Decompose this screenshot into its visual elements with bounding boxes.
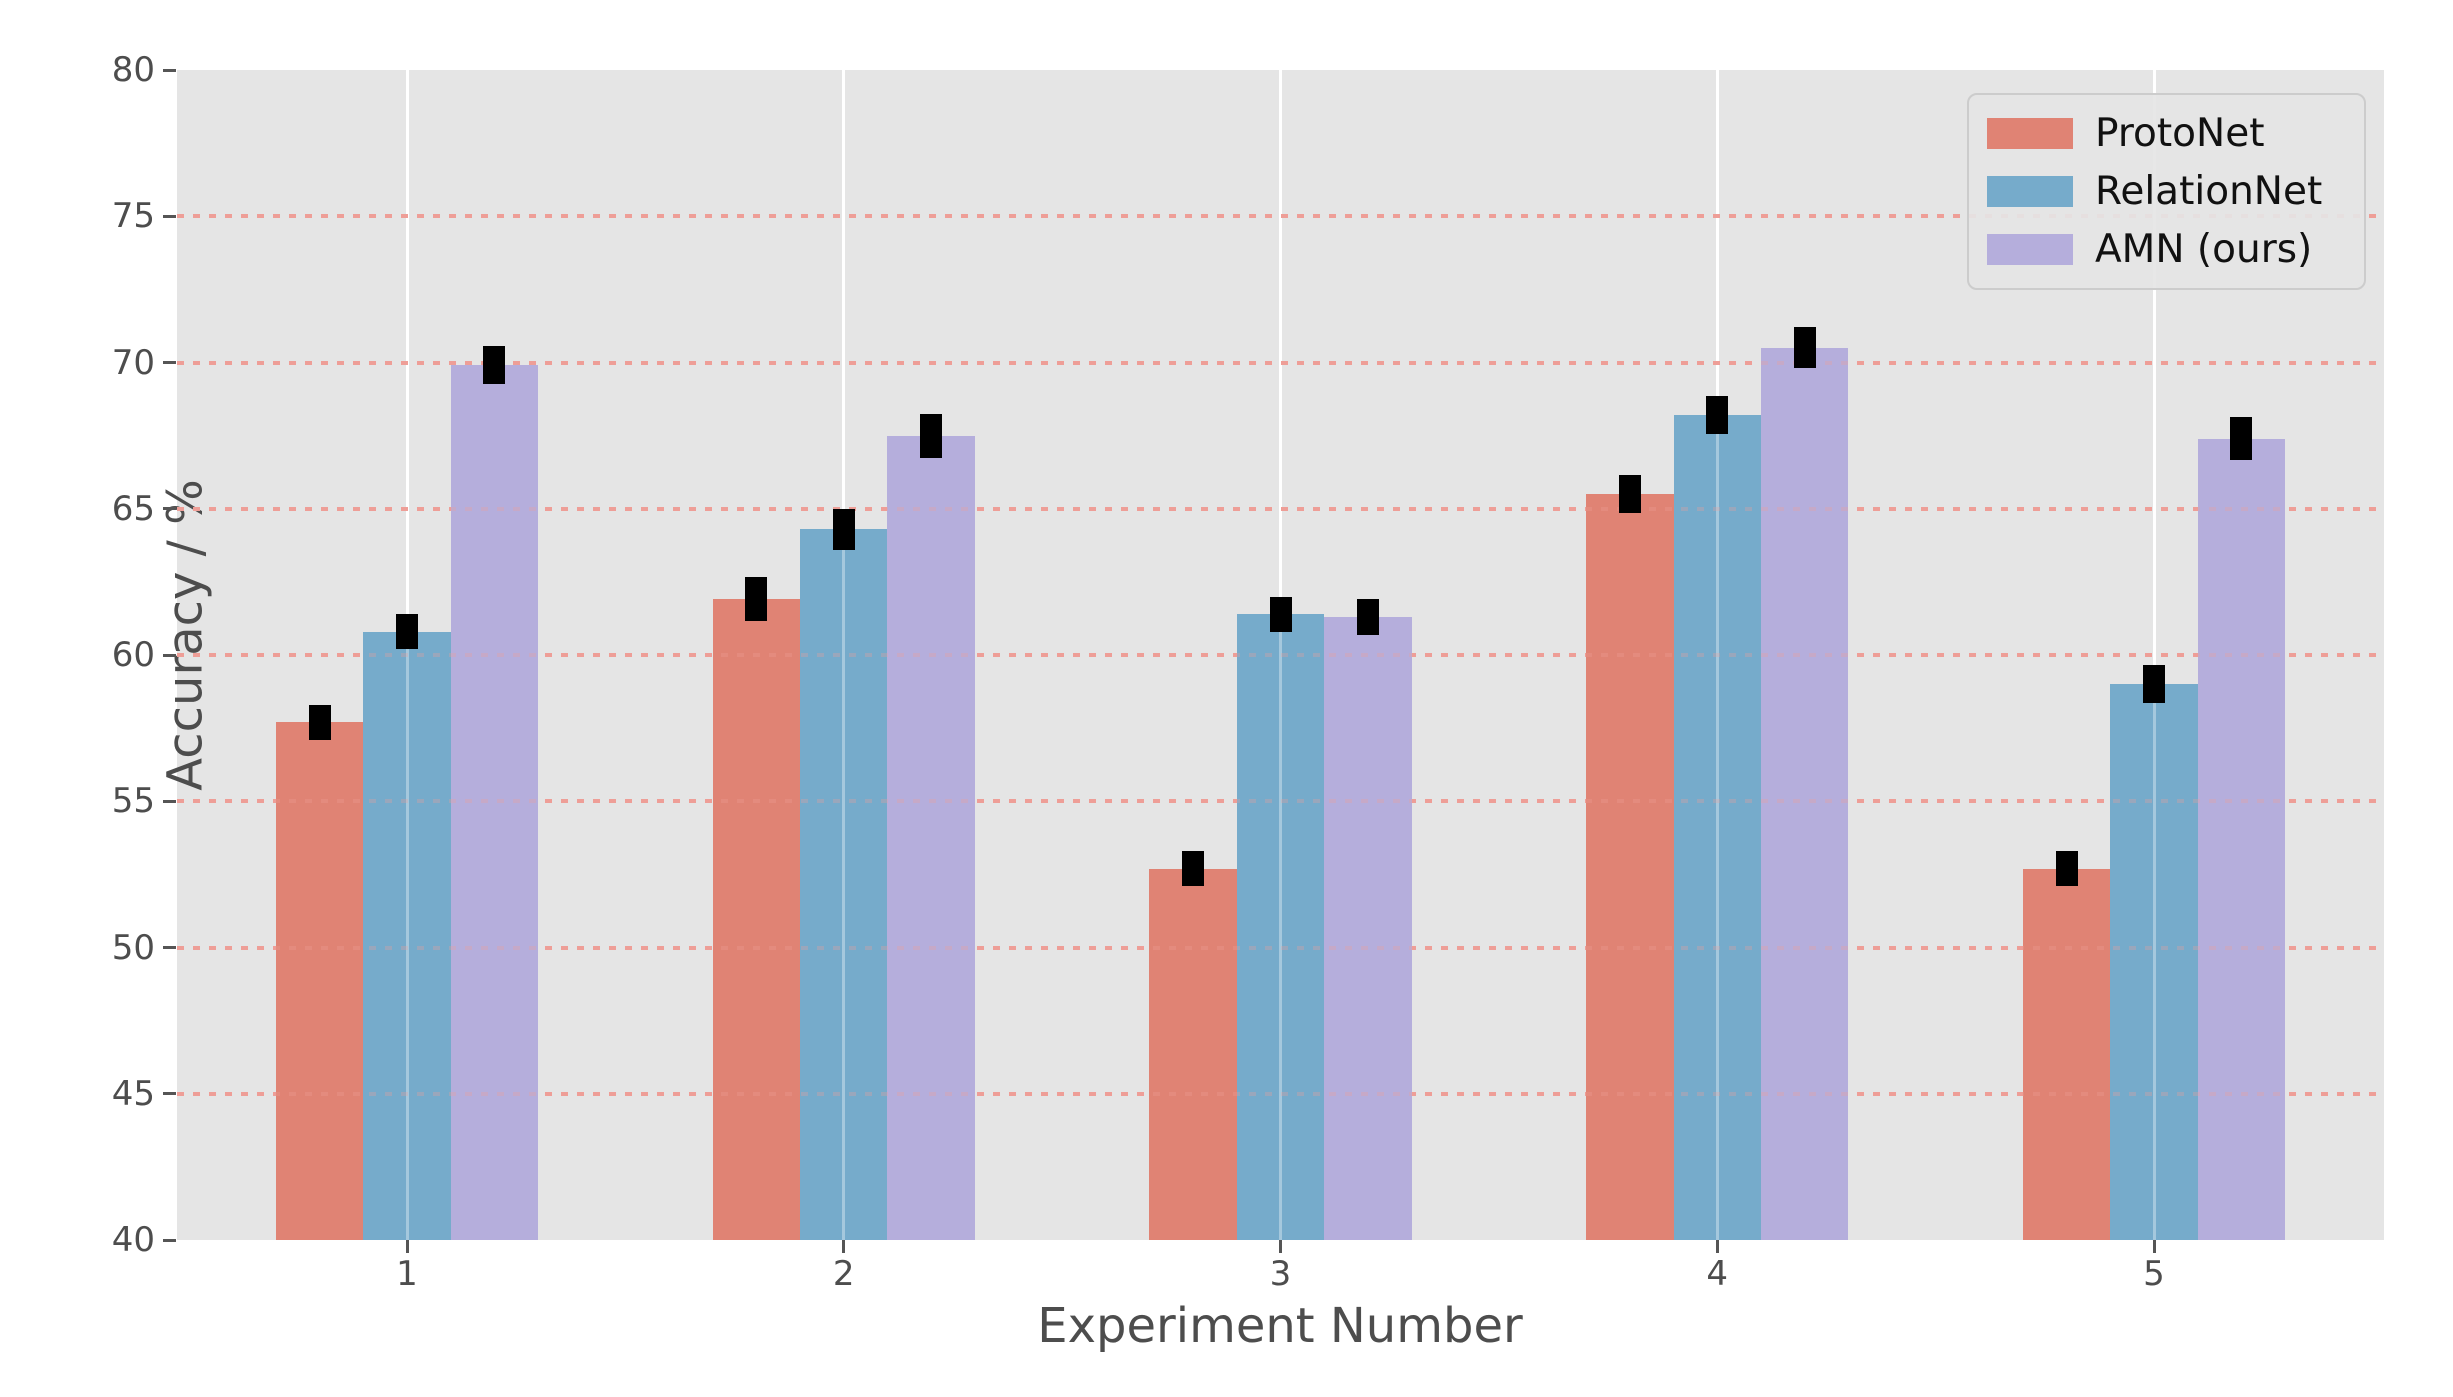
error-bar bbox=[483, 346, 506, 385]
error-bar bbox=[1269, 596, 1292, 632]
x-tick-label: 4 bbox=[1706, 1254, 1729, 1294]
y-tick-mark bbox=[163, 507, 176, 511]
bar-amn-ours-exp1 bbox=[450, 365, 539, 1240]
legend-swatch-protonet bbox=[1987, 118, 2073, 150]
error-bar bbox=[1618, 475, 1641, 514]
horizontal-gridline bbox=[177, 506, 2384, 511]
horizontal-gridline-overlay bbox=[177, 1091, 2384, 1096]
x-tick-label: 5 bbox=[2143, 1254, 2165, 1294]
x-tick-mark bbox=[405, 1240, 409, 1253]
vertical-gridline-overlay bbox=[842, 529, 846, 1240]
bar-relationnet-exp3 bbox=[1236, 614, 1325, 1240]
bar-amn-ours-exp5 bbox=[2197, 438, 2286, 1240]
error-bar bbox=[1356, 599, 1379, 635]
y-tick-label: 80 bbox=[111, 50, 155, 90]
y-tick-mark bbox=[163, 361, 176, 364]
bar-relationnet-exp1 bbox=[363, 631, 451, 1240]
error-bar bbox=[2055, 850, 2078, 887]
y-axis-label: Accuracy / % bbox=[157, 479, 214, 791]
bar-protonet-exp1 bbox=[275, 722, 364, 1240]
bar-protonet-exp5 bbox=[2022, 868, 2111, 1240]
legend: ProtoNet RelationNet AMN (ours) bbox=[1967, 93, 2366, 290]
bar-amn-ours-exp3 bbox=[1324, 616, 1412, 1240]
vertical-gridline-overlay bbox=[1279, 614, 1282, 1240]
x-tick-label: 1 bbox=[396, 1254, 418, 1294]
x-tick-mark bbox=[842, 1240, 846, 1253]
error-bar bbox=[832, 508, 855, 550]
horizontal-gridline bbox=[177, 214, 2384, 219]
legend-label: ProtoNet bbox=[2095, 111, 2265, 157]
x-tick-label: 3 bbox=[1269, 1254, 1292, 1294]
error-bar bbox=[2143, 665, 2165, 704]
bar-protonet-exp4 bbox=[1586, 494, 1674, 1240]
error-bar bbox=[2230, 416, 2253, 461]
y-tick-mark bbox=[163, 1092, 176, 1096]
horizontal-gridline-overlay bbox=[177, 653, 2384, 657]
legend-item: AMN (ours) bbox=[1987, 227, 2346, 272]
y-tick-label: 65 bbox=[111, 488, 155, 529]
y-tick-mark bbox=[163, 946, 176, 949]
vertical-gridline-overlay bbox=[2152, 684, 2156, 1240]
error-bar bbox=[1706, 396, 1729, 435]
y-tick-label: 55 bbox=[111, 781, 155, 822]
horizontal-gridline-overlay bbox=[177, 214, 2384, 219]
legend-label: AMN (ours) bbox=[2095, 226, 2313, 272]
legend-item: ProtoNet bbox=[1987, 111, 2346, 156]
bar-protonet-exp3 bbox=[1149, 868, 1237, 1240]
bar-relationnet-exp5 bbox=[2110, 684, 2198, 1240]
y-tick-label: 75 bbox=[111, 196, 155, 237]
x-tick-mark bbox=[1279, 1240, 1282, 1253]
error-bar bbox=[1793, 327, 1816, 369]
horizontal-gridline-overlay bbox=[177, 360, 2384, 365]
error-bar bbox=[1182, 850, 1205, 887]
legend-label: RelationNet bbox=[2095, 168, 2323, 214]
bar-amn-ours-exp4 bbox=[1760, 347, 1849, 1240]
y-tick-label: 60 bbox=[111, 635, 155, 675]
error-bar bbox=[308, 704, 331, 740]
y-tick-label: 40 bbox=[111, 1220, 155, 1260]
legend-swatch-relationnet bbox=[1987, 175, 2073, 207]
horizontal-gridline bbox=[177, 360, 2384, 365]
x-tick-label: 2 bbox=[832, 1254, 855, 1294]
legend-item: RelationNet bbox=[1987, 169, 2346, 214]
error-bar bbox=[745, 577, 768, 622]
bar-protonet-exp2 bbox=[712, 599, 801, 1240]
horizontal-gridline-overlay bbox=[177, 506, 2384, 511]
x-tick-mark bbox=[2152, 1240, 2156, 1253]
legend-swatch-amn-ours bbox=[1987, 233, 2073, 265]
y-tick-mark bbox=[163, 1238, 176, 1242]
y-tick-mark bbox=[163, 214, 176, 218]
error-bar bbox=[920, 413, 943, 458]
vertical-gridline-overlay bbox=[1715, 415, 1719, 1240]
x-axis-label: Experiment Number bbox=[1037, 1298, 1523, 1354]
y-tick-label: 50 bbox=[111, 927, 155, 968]
vertical-gridline-overlay bbox=[405, 631, 409, 1240]
x-tick-mark bbox=[1715, 1240, 1719, 1253]
bar-amn-ours-exp2 bbox=[887, 435, 975, 1240]
y-tick-mark bbox=[163, 799, 176, 803]
horizontal-gridline-overlay bbox=[177, 945, 2384, 950]
bar-relationnet-exp2 bbox=[800, 529, 888, 1240]
y-tick-label: 45 bbox=[111, 1073, 155, 1114]
y-tick-mark bbox=[163, 653, 176, 657]
y-tick-label: 70 bbox=[111, 342, 155, 383]
bar-relationnet-exp4 bbox=[1673, 415, 1761, 1240]
error-bar bbox=[396, 614, 418, 650]
y-tick-mark bbox=[163, 68, 176, 72]
horizontal-gridline-overlay bbox=[177, 799, 2384, 804]
